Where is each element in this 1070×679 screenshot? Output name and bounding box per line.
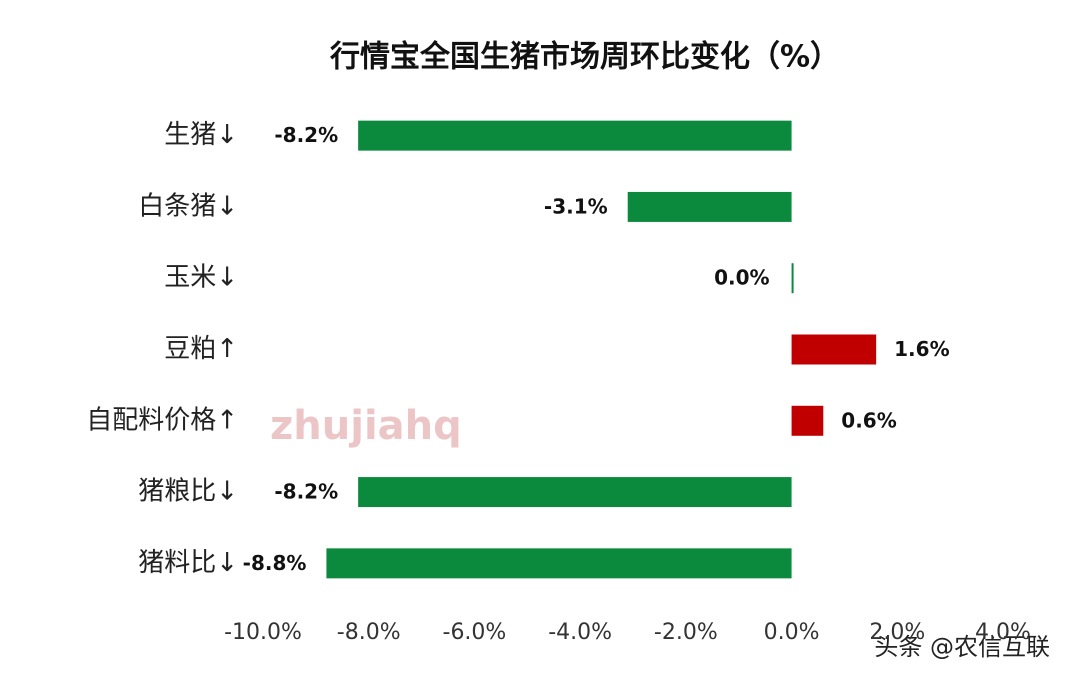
x-tick-label: 4.0%	[975, 620, 1031, 645]
bar	[791, 263, 794, 294]
chart-title: 行情宝全国生猪市场周环比变化（%）	[329, 40, 840, 75]
y-tick-label: 生猪↓	[164, 120, 238, 150]
x-tick-label: -2.0%	[654, 620, 718, 645]
y-tick-label: 白条猪↓	[138, 191, 238, 221]
y-tick-label: 自配料价格↑	[86, 405, 238, 435]
value-label: -8.2%	[274, 123, 338, 147]
bar	[358, 120, 792, 151]
bar	[627, 191, 792, 222]
x-tick-label: -10.0%	[224, 620, 302, 645]
watermark-logo: zhujiahq	[270, 403, 462, 449]
value-label: 0.6%	[841, 408, 896, 432]
x-tick-label: -6.0%	[443, 620, 507, 645]
y-tick-label: 猪料比↓	[138, 548, 238, 578]
y-tick-label: 猪粮比↓	[138, 477, 238, 507]
value-label: 1.6%	[894, 337, 949, 361]
x-tick-label: 0.0%	[764, 620, 820, 645]
bar	[791, 405, 824, 436]
value-label: 0.0%	[714, 266, 769, 290]
watermark: 头条 @农信互联	[874, 633, 1050, 661]
x-tick-label: -4.0%	[548, 620, 612, 645]
bar	[358, 477, 792, 508]
y-tick-label: 豆粕↑	[164, 334, 238, 364]
value-label: -8.2%	[274, 480, 338, 504]
x-tick-label: 2.0%	[869, 620, 925, 645]
value-label: -3.1%	[544, 194, 608, 218]
y-tick-label: 玉米↓	[164, 263, 238, 293]
bar	[326, 548, 792, 579]
x-tick-label: -8.0%	[337, 620, 401, 645]
bar	[791, 334, 877, 365]
value-label: -8.8%	[243, 551, 307, 575]
